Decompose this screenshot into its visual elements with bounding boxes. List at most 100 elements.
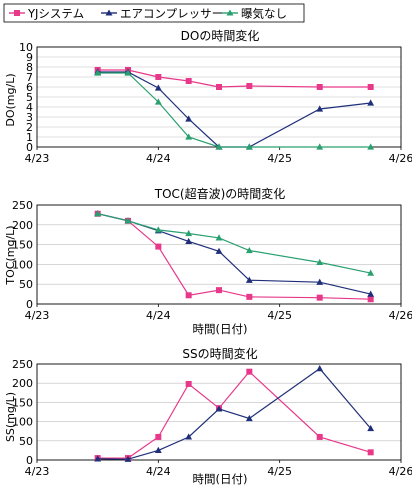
data-point-toc-2 bbox=[154, 226, 162, 233]
x-tick-label-ss: 4/24 bbox=[146, 465, 171, 478]
data-point-do-0 bbox=[246, 83, 253, 89]
data-point-ss-0 bbox=[367, 449, 374, 456]
data-point-toc-0 bbox=[155, 243, 162, 250]
data-point-ss-1 bbox=[367, 424, 375, 432]
y-tick-label-do: 4 bbox=[26, 101, 33, 114]
legend-marker-air bbox=[105, 9, 113, 16]
grid-do bbox=[37, 56, 401, 138]
data-point-ss-0 bbox=[316, 433, 323, 440]
data-point-ss-0 bbox=[185, 380, 192, 387]
data-point-toc-1 bbox=[215, 247, 223, 254]
x-ticks-ss: 4/23 4/24 4/25 4/26 bbox=[25, 460, 412, 478]
data-point-toc-2 bbox=[124, 217, 132, 224]
data-point-do-2 bbox=[316, 143, 324, 150]
data-point-toc-2 bbox=[316, 258, 324, 266]
series-line-toc-1 bbox=[97, 213, 371, 295]
y-tick-label-ss: 150 bbox=[12, 396, 33, 409]
legend-label-yj: YJシステム bbox=[27, 7, 84, 21]
data-point-do-0 bbox=[216, 84, 222, 90]
data-point-do-2 bbox=[185, 133, 193, 140]
plot-frame-ss bbox=[36, 363, 402, 461]
y-tick-label-toc: 200 bbox=[12, 219, 33, 232]
data-point-toc-2 bbox=[215, 234, 223, 241]
data-point-do-1 bbox=[154, 84, 162, 91]
x-axis-label-toc: 時間(日付) bbox=[193, 322, 248, 336]
legend-marker-yj bbox=[14, 10, 20, 16]
x-tick-label-do: 4/23 bbox=[25, 152, 50, 165]
data-point-do-0 bbox=[367, 84, 374, 90]
data-point-toc-2 bbox=[367, 269, 375, 276]
data-point-ss-1 bbox=[154, 446, 162, 453]
data-point-do-2 bbox=[124, 69, 132, 76]
data-point-ss-0 bbox=[155, 433, 162, 440]
y-axis-label-ss: SS(mg/L) bbox=[4, 392, 17, 442]
data-point-do-2 bbox=[367, 143, 375, 150]
data-point-toc-0 bbox=[185, 292, 192, 299]
grid-ss bbox=[37, 382, 401, 442]
y-tick-label-toc: 150 bbox=[12, 239, 33, 252]
x-tick-label-ss: 4/23 bbox=[25, 465, 50, 478]
y-axis-label-toc: TOC(mg/L) bbox=[4, 225, 17, 285]
y-tick-label-ss: 200 bbox=[12, 377, 33, 390]
data-point-toc-0 bbox=[367, 296, 374, 303]
y-tick-label-do: 7 bbox=[26, 71, 33, 84]
legend-box bbox=[3, 3, 305, 23]
y-tick-label-toc: 250 bbox=[12, 199, 33, 212]
data-point-do-0 bbox=[185, 78, 192, 84]
data-point-do-1 bbox=[316, 105, 324, 112]
x-tick-label-toc: 4/23 bbox=[25, 309, 50, 322]
series-group-ss bbox=[94, 365, 375, 462]
data-point-ss-1 bbox=[124, 455, 132, 462]
data-point-do-2 bbox=[94, 69, 102, 76]
y-tick-label-toc: 100 bbox=[12, 258, 33, 271]
y-ticks-toc: 0 50 100 150 200 250 bbox=[12, 199, 33, 311]
x-tick-label-do: 4/26 bbox=[389, 152, 412, 165]
data-point-toc-0 bbox=[246, 293, 253, 300]
x-ticks-toc: 4/23 4/24 4/25 4/26 bbox=[25, 304, 412, 322]
data-point-do-1 bbox=[185, 115, 193, 122]
x-tick-label-do: 4/24 bbox=[146, 152, 171, 165]
x-tick-label-do: 4/25 bbox=[267, 152, 292, 165]
chart-title-do: DOの時間変化 bbox=[181, 28, 260, 43]
y-tick-label-do: 6 bbox=[26, 81, 33, 94]
y-tick-label-ss: 0 bbox=[26, 454, 33, 467]
y-tick-label-toc: 50 bbox=[19, 278, 33, 291]
y-tick-label-ss: 250 bbox=[12, 358, 33, 371]
data-point-ss-1 bbox=[94, 455, 102, 462]
chart-toc: TOC(超音波)の時間変化 TOC(mg/L) 時間(日付) 0 50 100 150… bbox=[4, 186, 412, 336]
x-ticks-do: 4/23 4/24 4/25 4/26 bbox=[25, 147, 412, 165]
y-axis-label-do: DO(mg/L) bbox=[4, 73, 17, 126]
data-point-do-2 bbox=[245, 143, 253, 150]
series-group-do bbox=[94, 67, 375, 150]
y-ticks-ss: 0 50 100 150 200 250 bbox=[12, 358, 33, 467]
data-point-do-2 bbox=[215, 143, 223, 150]
data-point-toc-1 bbox=[316, 278, 324, 285]
y-tick-label-do: 10 bbox=[19, 41, 33, 54]
chart-title-ss: SSの時間変化 bbox=[182, 346, 257, 361]
x-tick-label-toc: 4/25 bbox=[267, 309, 292, 322]
y-tick-label-do: 5 bbox=[26, 91, 33, 104]
data-point-ss-0 bbox=[246, 368, 253, 375]
data-point-toc-2 bbox=[94, 210, 102, 217]
data-point-toc-2 bbox=[185, 229, 193, 237]
data-point-do-0 bbox=[155, 74, 162, 80]
y-tick-label-toc: 0 bbox=[26, 298, 33, 311]
series-line-do-1 bbox=[97, 71, 371, 148]
data-point-toc-2 bbox=[245, 246, 253, 254]
data-point-do-1 bbox=[367, 99, 375, 106]
y-tick-label-do: 9 bbox=[26, 51, 33, 64]
y-tick-label-ss: 50 bbox=[19, 435, 33, 448]
data-point-toc-1 bbox=[367, 290, 375, 297]
legend-marker-none bbox=[226, 9, 234, 16]
data-point-do-0 bbox=[316, 84, 323, 90]
series-line-toc-0 bbox=[97, 213, 371, 300]
legend: YJシステム エアコンプレッサー 曝気なし bbox=[3, 3, 305, 23]
data-point-ss-1 bbox=[245, 414, 253, 422]
y-tick-label-ss: 100 bbox=[12, 416, 33, 429]
grid-toc bbox=[37, 224, 401, 285]
series-line-do-2 bbox=[97, 72, 371, 148]
y-tick-label-do: 0 bbox=[26, 141, 33, 154]
